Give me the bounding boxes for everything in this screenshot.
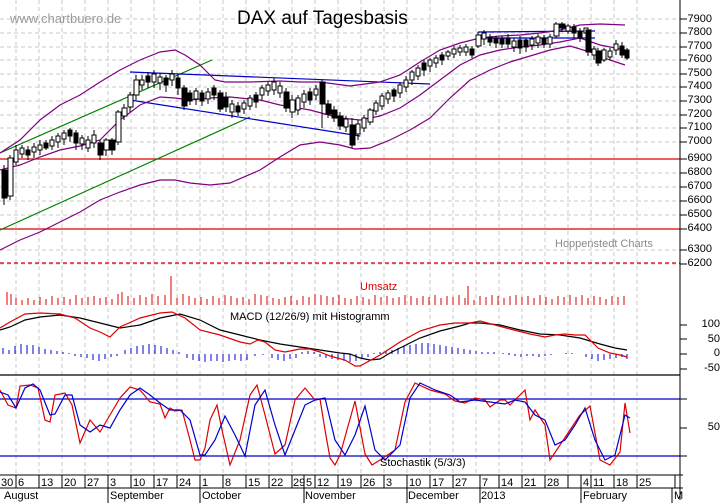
- chart-title: DAX auf Tagesbasis: [237, 8, 408, 29]
- bollinger-bands: [0, 23, 626, 251]
- ytick: 7400: [687, 80, 712, 92]
- xtick-day: 17: [432, 477, 445, 489]
- macd-lines: [0, 311, 628, 367]
- ytick: 6400: [687, 222, 712, 234]
- xtick-day: 27: [87, 477, 100, 489]
- xtick-day: 29: [293, 477, 306, 489]
- ytick: 6900: [687, 152, 712, 164]
- ytick: 6200: [687, 257, 712, 269]
- xtick-month: October: [202, 490, 242, 502]
- xtick-day: 20: [64, 477, 77, 489]
- candlesticks: [1, 22, 630, 205]
- xtick-month: August: [4, 490, 39, 502]
- xtick-day: 7: [482, 477, 489, 489]
- watermark: www.chartbuero.de: [10, 11, 122, 26]
- stoch-axis-label: 50: [707, 421, 720, 433]
- macd-label: MACD (12/26/9) mit Histogramm: [230, 311, 390, 323]
- support-lines: [0, 158, 680, 264]
- xtick-day: 13: [41, 477, 54, 489]
- ytick: 7500: [687, 67, 712, 79]
- ytick: 7900: [687, 13, 712, 25]
- macd-histogram: [2, 343, 628, 362]
- xtick-day: 27: [455, 477, 468, 489]
- horizontal-grid: [0, 18, 680, 265]
- xtick-day: 4: [583, 477, 590, 489]
- xtick-month: February: [583, 490, 628, 502]
- xtick-day: 5: [306, 477, 313, 489]
- ytick: 50: [707, 333, 720, 345]
- xtick-day: 10: [133, 477, 146, 489]
- ytick: 7800: [687, 26, 712, 38]
- ytick: 6500: [687, 208, 712, 220]
- vertical-grid: [15, 0, 638, 475]
- x-axis-ticks: [15, 475, 676, 503]
- xtick-day: 1: [202, 477, 209, 489]
- xtick-day: 8: [225, 477, 232, 489]
- ytick: 100: [701, 318, 720, 330]
- xtick-month: November: [305, 490, 356, 502]
- xtick-day: 11: [593, 477, 605, 489]
- ytick: 6800: [687, 166, 712, 178]
- xtick-day: 6: [18, 477, 25, 489]
- ytick: 7200: [687, 108, 712, 120]
- ytick: 7100: [687, 121, 712, 133]
- volume-label: Umsatz: [360, 281, 398, 293]
- right-axis: [0, 0, 687, 500]
- xtick-month: 2013: [481, 490, 506, 502]
- stochastic-label: Stochastik (5/3/3): [380, 457, 466, 469]
- xtick-month: M: [674, 490, 684, 502]
- xtick-day: 14: [501, 477, 514, 489]
- ytick: 6300: [687, 243, 712, 255]
- xtick-day: 18: [616, 477, 629, 489]
- xtick-day: 3: [386, 477, 393, 489]
- ytick: 6600: [687, 194, 712, 206]
- xtick-day: 21: [524, 477, 537, 489]
- xtick-day: 10: [409, 477, 422, 489]
- ytick: 6700: [687, 180, 712, 192]
- xtick-day: 22: [271, 477, 284, 489]
- ytick: 7300: [687, 94, 712, 106]
- ytick: 7600: [687, 53, 712, 65]
- source-label: Hoppenstedt Charts: [555, 238, 653, 250]
- stochastic-lines: [0, 382, 631, 468]
- trend-lines: [0, 30, 596, 231]
- ytick: 7700: [687, 40, 712, 52]
- xtick-day: 3: [110, 477, 117, 489]
- xtick-month: December: [408, 490, 459, 502]
- xtick-day: 19: [340, 477, 353, 489]
- volume-bars: [6, 276, 625, 305]
- xtick-day: 15: [248, 477, 261, 489]
- xtick-day: 26: [363, 477, 376, 489]
- ytick: 0: [713, 347, 720, 359]
- ytick: -50: [704, 362, 720, 374]
- xtick-day: 24: [179, 477, 192, 489]
- xtick-month: September: [110, 490, 164, 502]
- xtick-day: 25: [639, 477, 652, 489]
- xtick-day: 17: [156, 477, 169, 489]
- xtick-day: 28: [547, 477, 560, 489]
- ytick: 7000: [687, 135, 712, 147]
- xtick-day: 30: [1, 477, 14, 489]
- xtick-day: 12: [317, 477, 330, 489]
